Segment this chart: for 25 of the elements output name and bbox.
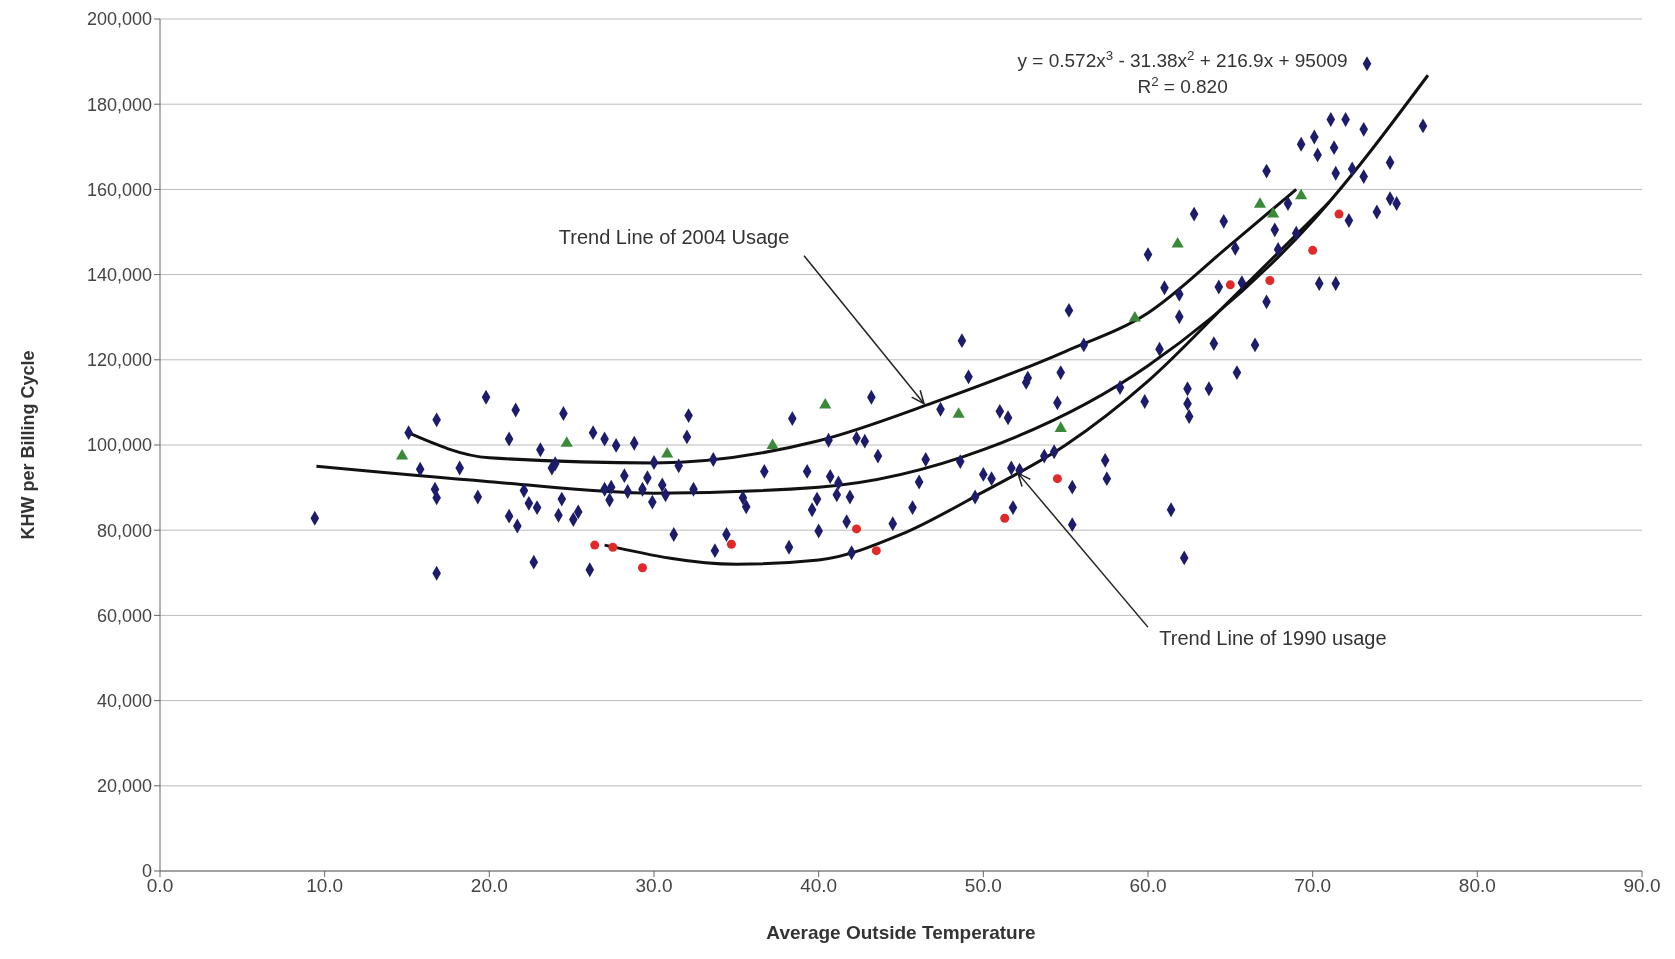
y-tick-label: 180,000 [86,94,152,115]
y-tick-label: 120,000 [86,350,152,371]
x-tick-label: 40.0 [800,875,838,897]
x-tick-label: 90.0 [1623,875,1661,897]
x-axis-title: Average Outside Temperature [766,922,1036,943]
y-axis-title: KHW per Billing Cycle [18,350,39,540]
x-tick-label: 50.0 [964,875,1002,897]
x-tick-label: 80.0 [1458,875,1496,897]
annotation: Trend Line of 2004 Usage [558,225,790,248]
y-tick-label: 160,000 [86,179,152,200]
y-tick-label: 100,000 [86,435,152,456]
x-tick-label: 20.0 [470,875,508,897]
x-tick-label: 60.0 [1129,875,1167,897]
y-tick-label: 20,000 [96,776,152,797]
y-tick-label: 40,000 [96,690,152,711]
y-tick-label: 200,000 [86,9,152,30]
y-tick-label: 60,000 [96,605,152,626]
annotation: R$^{2}$ = 0.820 [1137,73,1228,97]
y-tick-label: 140,000 [86,264,152,285]
x-tick-label: 10.0 [306,875,344,897]
y-tick-label: 80,000 [96,520,152,541]
x-tick-label: 30.0 [635,875,673,897]
annotation: Trend Line of 1990 usage [1159,627,1387,650]
x-tick-label: 70.0 [1294,875,1332,897]
annotation: y = 0.572x$^{3}$ - 31.38x$^{2}$ + 216.9x + 95009 [1017,47,1348,71]
